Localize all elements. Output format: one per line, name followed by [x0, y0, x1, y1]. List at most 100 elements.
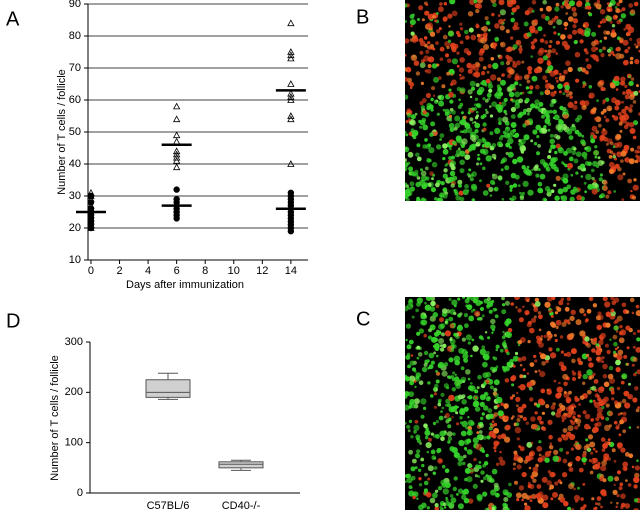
speckle	[507, 1, 513, 7]
speckle	[485, 142, 488, 145]
speckle	[515, 175, 520, 180]
speckle	[454, 44, 459, 49]
speckle	[591, 386, 596, 391]
speckle	[477, 139, 482, 144]
speckle	[474, 103, 477, 106]
speckle	[569, 467, 574, 472]
speckle	[453, 312, 456, 315]
speckle	[468, 341, 471, 344]
speckle	[562, 374, 568, 380]
speckle	[545, 70, 549, 74]
speckle	[548, 435, 553, 440]
speckle	[457, 298, 460, 301]
speckle	[408, 118, 411, 121]
speckle	[448, 156, 452, 160]
speckle	[458, 503, 464, 509]
speckle	[445, 501, 450, 506]
speckle	[531, 475, 534, 478]
speckle	[570, 461, 573, 464]
speckle	[589, 93, 595, 99]
speckle	[408, 152, 414, 158]
speckle	[471, 107, 474, 110]
speckle	[494, 443, 498, 447]
speckle	[426, 492, 432, 498]
speckle	[433, 422, 436, 425]
speckle	[420, 62, 426, 68]
speckle	[616, 20, 621, 25]
speckle	[603, 374, 608, 379]
speckle	[536, 106, 539, 109]
speckle	[414, 370, 417, 373]
speckle	[480, 162, 483, 165]
speckle	[615, 506, 618, 509]
speckle	[610, 151, 613, 154]
circle-point	[88, 193, 94, 199]
speckle	[628, 483, 632, 487]
speckle	[577, 358, 581, 362]
speckle	[502, 117, 508, 123]
speckle	[630, 190, 632, 192]
speckle	[440, 437, 445, 442]
speckle	[620, 483, 624, 487]
speckle	[543, 110, 549, 116]
x-tick-label: 10	[228, 265, 240, 277]
speckle	[470, 296, 475, 301]
speckle	[506, 29, 510, 33]
speckle	[615, 164, 620, 169]
speckle	[545, 118, 551, 124]
speckle	[515, 397, 520, 402]
speckle	[515, 306, 517, 308]
speckle	[622, 399, 627, 404]
speckle	[489, 105, 492, 108]
speckle	[442, 143, 448, 149]
speckle	[507, 492, 513, 498]
speckle	[548, 45, 551, 48]
speckle	[535, 125, 541, 131]
speckle	[481, 337, 484, 340]
speckle	[568, 67, 573, 72]
speckle	[541, 361, 546, 366]
speckle	[417, 157, 422, 162]
speckle	[466, 334, 472, 340]
speckle	[544, 163, 550, 169]
speckle	[576, 195, 582, 201]
speckle	[562, 92, 565, 95]
speckle	[512, 159, 517, 164]
speckle	[529, 467, 532, 470]
speckle	[535, 411, 538, 414]
speckle	[571, 174, 574, 177]
speckle	[513, 467, 516, 470]
speckle	[454, 356, 460, 362]
speckle	[460, 27, 463, 30]
speckle	[489, 310, 493, 314]
speckle	[572, 411, 577, 416]
speckle	[610, 169, 613, 172]
speckle	[571, 407, 574, 410]
circle-point	[88, 199, 94, 205]
speckle	[505, 301, 510, 306]
speckle	[526, 422, 529, 425]
speckle	[588, 13, 592, 17]
speckle	[549, 348, 552, 351]
speckle	[409, 82, 414, 87]
speckle	[633, 357, 638, 362]
speckle	[469, 464, 472, 467]
speckle	[600, 9, 605, 14]
speckle	[409, 340, 414, 345]
speckle	[558, 497, 561, 500]
speckle	[483, 128, 487, 132]
speckle	[456, 493, 459, 496]
speckle	[610, 296, 614, 300]
y-tick-label: 90	[69, 0, 81, 10]
speckle	[502, 303, 505, 306]
speckle	[600, 506, 603, 509]
speckle	[464, 154, 470, 160]
speckle	[503, 370, 506, 373]
speckle	[628, 27, 634, 33]
speckle	[604, 116, 607, 119]
speckle	[426, 442, 432, 448]
speckle	[624, 145, 630, 151]
speckle	[517, 156, 523, 162]
speckle	[530, 139, 533, 142]
speckle	[629, 38, 632, 41]
